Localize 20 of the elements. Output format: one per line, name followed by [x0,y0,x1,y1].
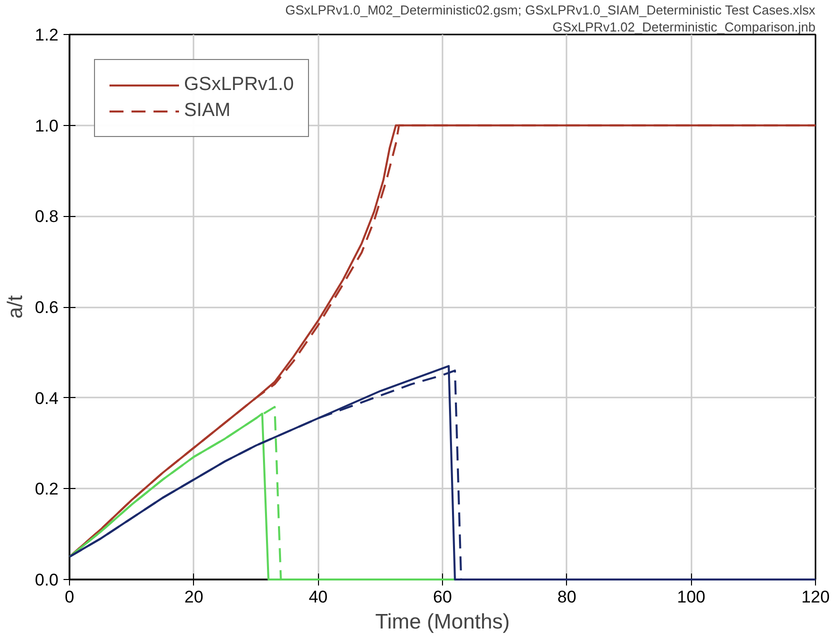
y-tick-label: 0.4 [34,388,59,408]
y-tick-label: 0.6 [34,298,59,317]
y-tick-label: 1.0 [34,116,59,136]
y-tick-label: 0.0 [34,570,59,590]
y-tick-label: 0.2 [34,480,59,499]
x-tick-label: 20 [184,588,204,606]
text: GSxLPRv1.02_Deterministic_Comparison.jnb [552,20,816,34]
y-tick-label: 1.2 [34,26,59,44]
x-tick-label: 0 [64,588,74,606]
text: GSxLPRv1.0_M02_Deterministic02.gsm; GSxLPRv1.0_SIAM_Deterministic Test Cases.xlsx [285,2,816,18]
legend-label: SIAM [184,100,230,122]
legend-label: GSxLPRv1.0 [184,74,294,96]
x-tick-label: 120 [801,588,830,606]
x-tick-label: 100 [676,588,706,606]
x-tick-label: 40 [308,588,328,606]
x-tick-label: 60 [433,588,452,606]
x-axis-title: Time (Months) [375,610,510,634]
y-tick-label: 0.8 [34,207,59,226]
x-tick-label: 80 [557,588,576,606]
y-axis-title: a/t [4,295,27,319]
